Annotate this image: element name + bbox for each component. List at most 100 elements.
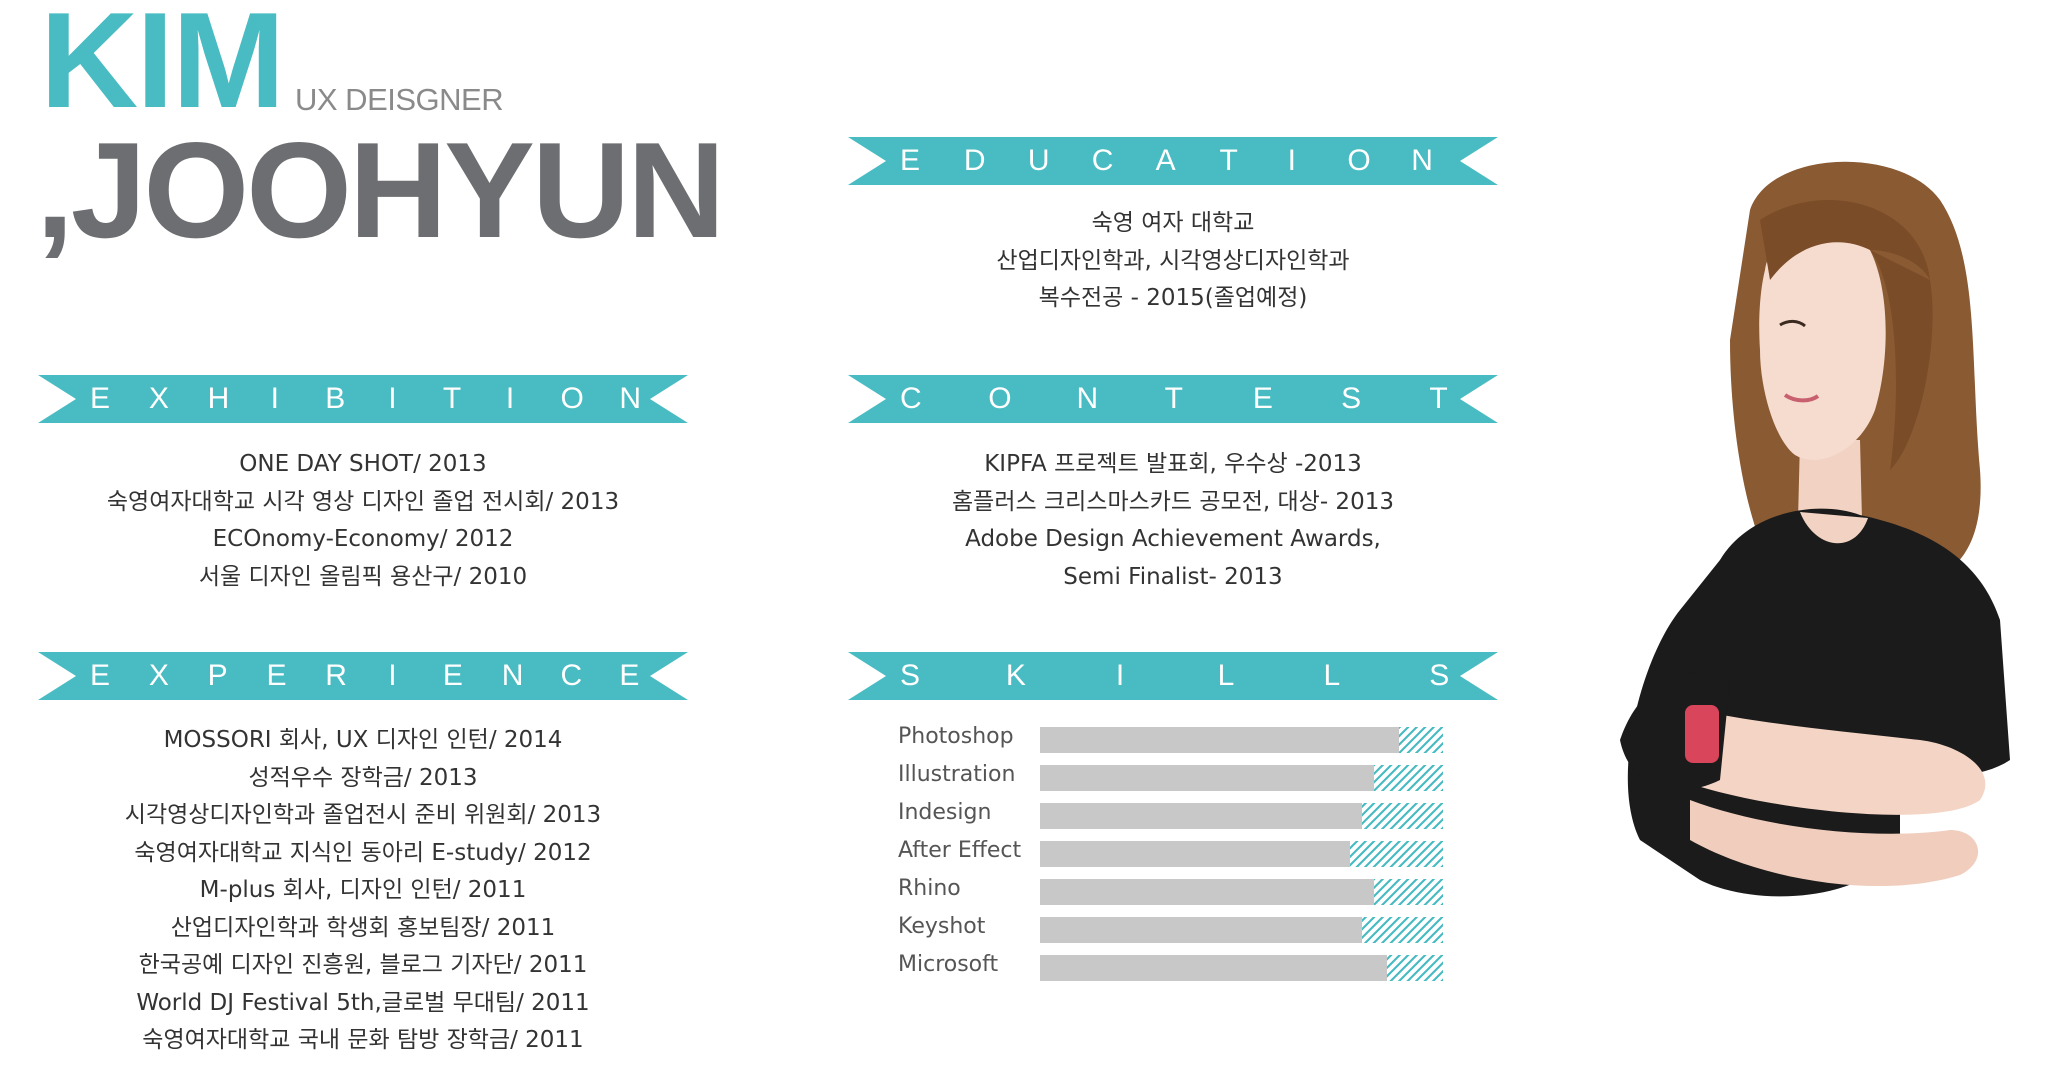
banner-letter: N — [1076, 382, 1099, 415]
skill-bar-fill — [1040, 803, 1363, 829]
section-line: 서울 디자인 올림픽 용산구/ 2010 — [198, 563, 528, 590]
skill-row: Keyshot — [898, 912, 1448, 950]
skill-label: Photoshop — [898, 724, 1014, 749]
banner-letter: S — [900, 659, 921, 692]
banner-letter: T — [1429, 382, 1448, 415]
exhibition-banner: EXHIBITIONEXHIBITION — [38, 375, 688, 423]
skill-row: Photoshop — [898, 722, 1448, 760]
banner-letter: E — [266, 659, 287, 692]
section-line: 한국공예 디자인 진흥원, 블로그 기자단/ 2011 — [138, 952, 588, 978]
section-line: 숙영여자대학교 국내 문화 탐방 장학금/ 2011 — [142, 1027, 584, 1053]
banner-letter: D — [963, 144, 986, 177]
banner-letter: I — [505, 382, 515, 415]
section-line: Adobe Design Achievement Awards, — [965, 526, 1381, 552]
banner-letter: S — [1429, 659, 1450, 692]
banner-letter: A — [1155, 144, 1176, 177]
last-name: ,JOOHYUN — [36, 114, 725, 266]
banner-letter: O — [988, 382, 1012, 415]
banner-letter: E — [90, 659, 111, 692]
section-line: 산업디자인학과 학생회 홍보팀장/ 2011 — [170, 914, 556, 941]
skill-row: Indesign — [898, 798, 1448, 836]
banner-letter: T — [1164, 382, 1183, 415]
banner-letter: E — [1252, 382, 1273, 415]
banner-letter: O — [1347, 144, 1371, 177]
section-line: 숙영여자대학교 시각 영상 디자인 졸업 전시회/ 2013 — [106, 488, 620, 515]
section-line: MOSSORI 회사, UX 디자인 인턴/ 2014 — [163, 727, 563, 753]
banner-letter: N — [619, 382, 641, 415]
banner-letter: S — [1341, 382, 1362, 415]
skill-bar — [1040, 917, 1443, 943]
banner-letter: C — [900, 382, 922, 415]
skill-bar — [1040, 955, 1443, 981]
banner-letter: P — [207, 659, 228, 692]
role-title: UX DEISGNER — [295, 82, 504, 117]
experience-text: MOSSORI 회사, UX 디자인 인턴/ 2014 성적우수 장학금/ 201… — [38, 722, 688, 1060]
banner-letter: K — [1005, 659, 1026, 692]
banner-letter: I — [388, 659, 397, 692]
skill-bar — [1040, 765, 1443, 791]
skill-row: Microsoft — [898, 950, 1448, 988]
skill-label: Indesign — [898, 800, 992, 825]
banner-letter: T — [442, 382, 462, 415]
banner-letter: B — [325, 382, 346, 415]
banner-letter: X — [148, 382, 169, 415]
banner-letter: L — [1217, 659, 1235, 692]
banner-letter: N — [1411, 144, 1433, 177]
banner-letter: H — [207, 382, 230, 415]
section-line: 산업디자인학과, 시각영상디자인학과 — [996, 247, 1350, 274]
skill-row: Illustration — [898, 760, 1448, 798]
first-name: KIM — [40, 0, 285, 136]
banner-letter: E — [900, 144, 921, 177]
skill-label: Microsoft — [898, 952, 999, 977]
banner-letter: T — [1219, 144, 1238, 177]
skills-banner: SKILLSSKILLS — [848, 652, 1498, 700]
banner-letter: L — [1323, 659, 1341, 692]
skill-bar-fill — [1040, 879, 1375, 905]
banner-letter: I — [388, 382, 397, 415]
exhibition-text: ONE DAY SHOT/ 2013 숙영여자대학교 시각 영상 디자인 졸업 전… — [38, 446, 688, 596]
watch-icon — [1685, 705, 1719, 763]
skill-row: After Effect — [898, 836, 1448, 874]
section-line: ONE DAY SHOT/ 2013 — [239, 451, 487, 477]
contest-banner: CONTESTCONTEST — [848, 375, 1498, 423]
skill-bar-fill — [1040, 955, 1387, 981]
section-line: 숙영 여자 대학교 — [1091, 210, 1255, 236]
skill-bar — [1040, 879, 1443, 905]
skill-bar — [1040, 803, 1443, 829]
skill-bar — [1040, 727, 1443, 753]
section-line: 숙영여자대학교 지식인 동아리 E-study/ 2012 — [134, 839, 592, 866]
skill-bar — [1040, 841, 1443, 867]
skill-label: Rhino — [898, 876, 961, 901]
skill-label: Illustration — [898, 762, 1016, 787]
banner-letter: U — [1027, 144, 1050, 177]
profile-photo — [1600, 140, 2040, 1000]
section-line: 복수전공 - 2015(졸업예정) — [1038, 285, 1308, 311]
section-line: 시각영상디자인학과 졸업전시 준비 위원회/ 2013 — [124, 802, 602, 828]
section-line: Semi Finalist- 2013 — [1063, 563, 1283, 590]
skill-bar-fill — [1040, 917, 1363, 943]
experience-banner: EXPERIENCEEXPERIENCE — [38, 652, 688, 700]
section-line: 홈플러스 크리스마스카드 공모전, 대상- 2013 — [952, 488, 1394, 515]
section-line: 성적우수 장학금/ 2013 — [248, 764, 478, 791]
section-line: World DJ Festival 5th,글로벌 무대팀/ 2011 — [136, 989, 590, 1016]
skill-label: After Effect — [898, 838, 1022, 863]
banner-letter: R — [325, 659, 347, 692]
section-line: M-plus 회사, 디자인 인턴/ 2011 — [199, 877, 527, 903]
banner-letter: E — [90, 382, 111, 415]
section-line: KIPFA 프로젝트 발표회, 우수상 -2013 — [984, 451, 1362, 477]
banner-letter: I — [1115, 659, 1125, 692]
banner-letter: N — [501, 659, 524, 692]
banner-letter: I — [270, 382, 279, 415]
section-line: ECOnomy-Economy/ 2012 — [212, 526, 514, 552]
skills-chart: Photoshop Illustration Indesign After Effec… — [898, 722, 1448, 988]
contest-text: KIPFA 프로젝트 발표회, 우수상 -2013 홈플러스 크리스마스카드 공모… — [848, 446, 1498, 596]
banner-letter: C — [560, 659, 583, 692]
skill-bar-fill — [1040, 841, 1351, 867]
banner-letter: X — [148, 659, 169, 692]
banner-letter: C — [1091, 144, 1114, 177]
skill-bar-fill — [1040, 765, 1375, 791]
skill-label: Keyshot — [898, 914, 986, 939]
banner-letter: E — [619, 659, 640, 692]
skill-row: Rhino — [898, 874, 1448, 912]
